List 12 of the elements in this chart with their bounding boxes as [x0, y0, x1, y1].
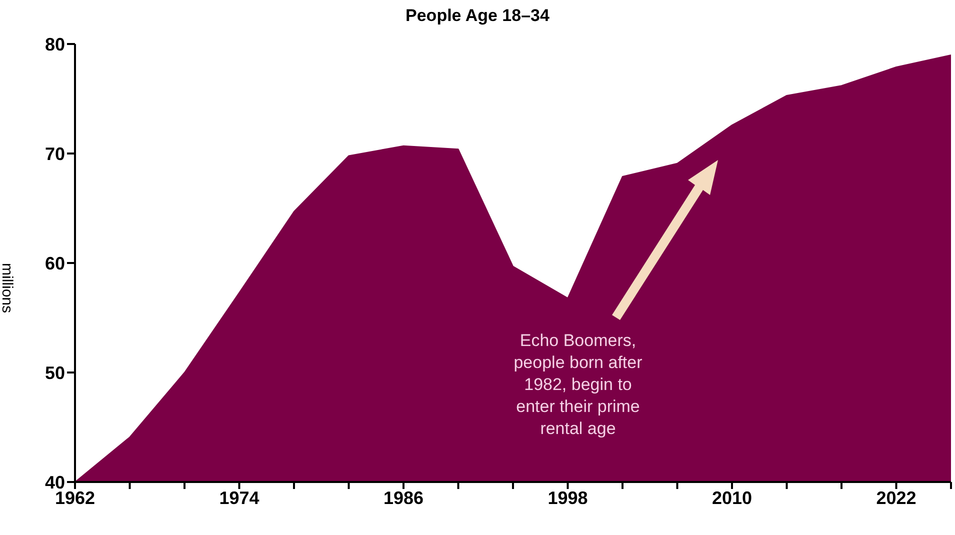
x-tick-label: 2010	[712, 488, 752, 508]
y-tick-label: 80	[44, 34, 65, 54]
y-tick-label: 70	[44, 144, 65, 164]
x-tick-label: 1986	[383, 488, 424, 508]
y-axis-title: millions	[0, 263, 16, 314]
x-tick-label: 2022	[876, 488, 916, 508]
x-tick-label: 1998	[548, 488, 588, 508]
x-tick-label: 1974	[219, 488, 260, 508]
annotation: Echo Boomers, people born after 1982, begin to enter their prime rental age	[512, 330, 644, 440]
chart-title: People Age 18–34	[404, 6, 550, 26]
y-tick-label: 50	[44, 362, 65, 383]
y-tick-label: 60	[44, 253, 65, 274]
